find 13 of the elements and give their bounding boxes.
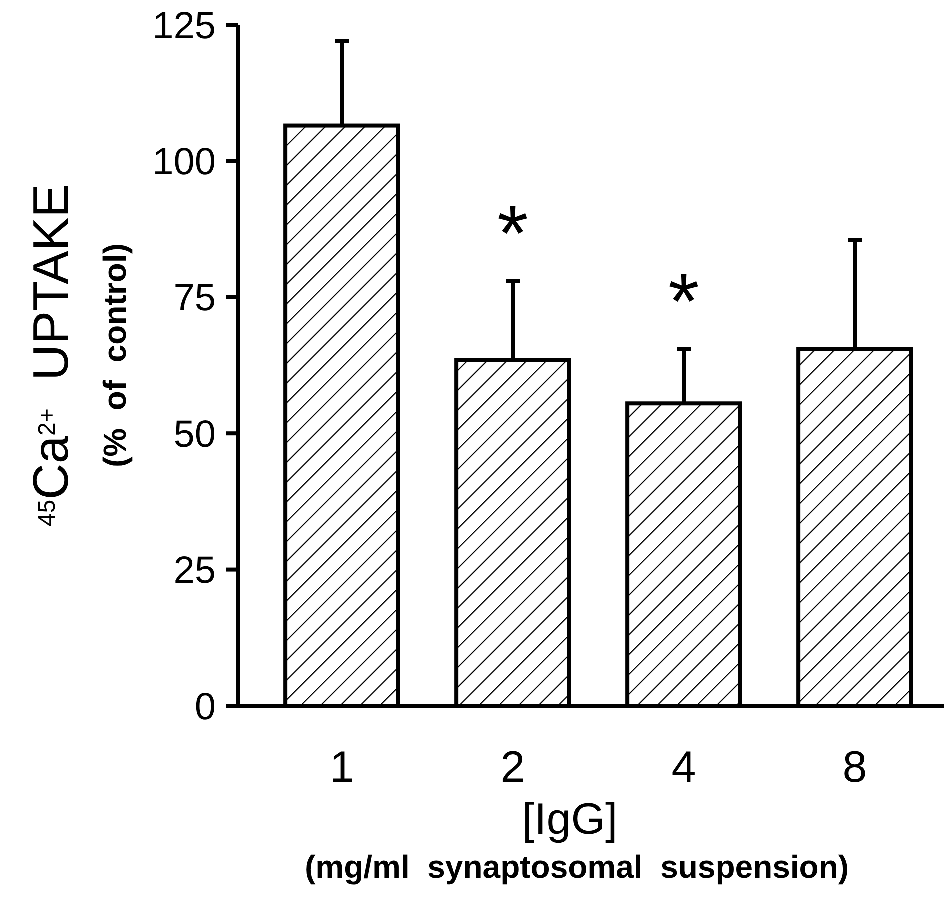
x-tick-label: 8 — [842, 743, 868, 792]
annotation: * — [668, 257, 700, 346]
y-tick-label: 25 — [174, 550, 216, 592]
y-tick-label: 50 — [174, 414, 216, 456]
x-tick-label: 4 — [672, 743, 696, 792]
x-tick-label: 1 — [330, 743, 354, 792]
y-tick-label: 100 — [152, 142, 216, 184]
x-axis-title: [IgG] (mg/ml synaptosomal suspension) — [304, 795, 850, 885]
x-tick-label: 2 — [500, 743, 526, 792]
y-tick-label: 0 — [194, 686, 216, 728]
annotation: * — [497, 189, 529, 278]
y-tick-label: 125 — [152, 5, 216, 48]
y-tick-label: 75 — [174, 278, 216, 320]
